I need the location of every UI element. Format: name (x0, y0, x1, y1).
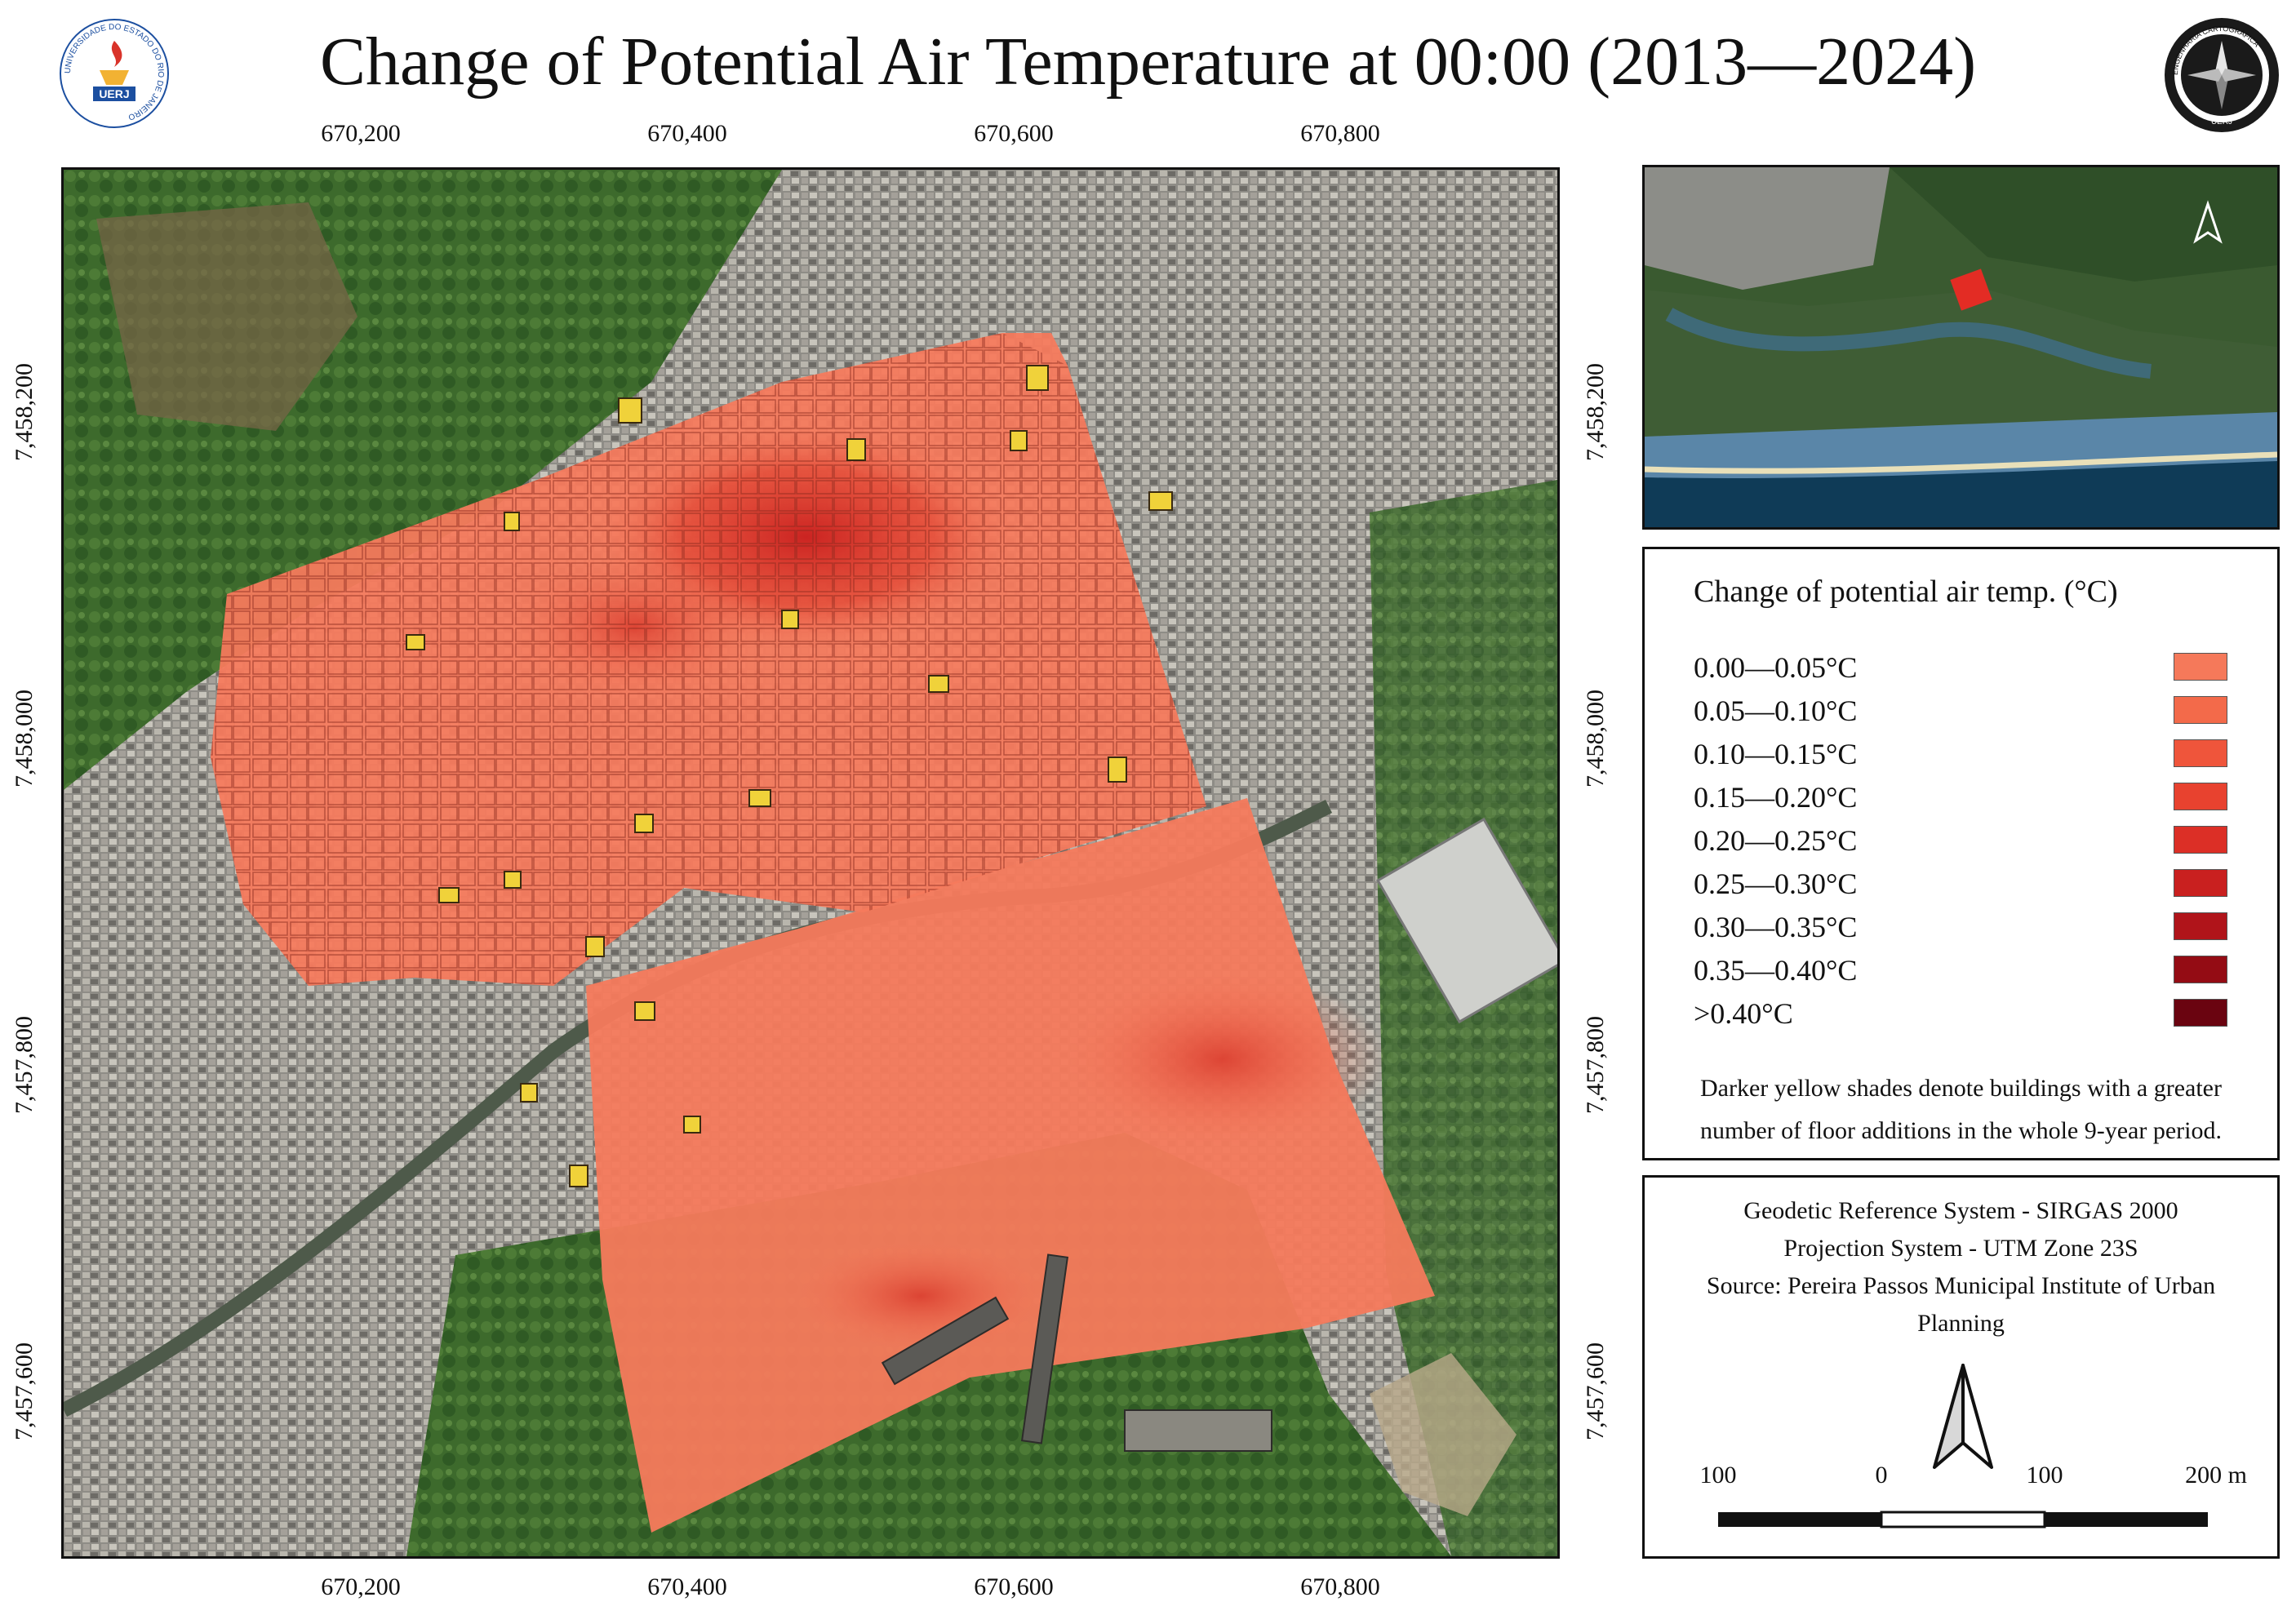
legend-item: 0.10—0.15°C (1694, 736, 2232, 772)
legend-title: Change of potential air temp. (°C) (1694, 575, 2118, 609)
scale-label: 200 m (2185, 1462, 2247, 1489)
map-info-panel: Geodetic Reference System - SIRGAS 2000 … (1642, 1175, 2280, 1559)
legend: Change of potential air temp. (°C) 0.00—… (1642, 547, 2280, 1160)
projection-text: Projection System - UTM Zone 23S (1783, 1235, 2138, 1262)
legend-item: 0.20—0.25°C (1694, 823, 2232, 859)
northing-tick-right: 7,458,000 (1582, 690, 1609, 788)
legend-swatch (2174, 956, 2227, 983)
study-area-marker (1950, 268, 1992, 311)
legend-label: 0.25—0.30°C (1694, 867, 1858, 900)
source-text: Source: Pereira Passos Municipal Institu… (1706, 1272, 2216, 1299)
legend-swatch (2174, 912, 2227, 940)
legend-item: 0.05—0.10°C (1694, 693, 2232, 729)
northing-tick-right: 7,457,800 (1582, 1016, 1609, 1114)
map-title: Change of Potential Air Temperature at 0… (319, 24, 1977, 100)
legend-swatch (2174, 783, 2227, 810)
north-arrow-icon (1933, 1364, 1993, 1469)
legend-swatch (2174, 999, 2227, 1027)
legend-label: 0.15—0.20°C (1694, 781, 1858, 814)
inset-locator-map[interactable] (1642, 165, 2280, 530)
uerj-logo: UNIVERSIDADE DO ESTADO DO RIO DE JANEIRO… (60, 19, 169, 128)
northing-tick-left: 7,458,000 (11, 690, 38, 788)
legend-label: 0.00—0.05°C (1694, 651, 1858, 684)
legend-item: 0.25—0.30°C (1694, 866, 2232, 902)
easting-tick-bottom: 670,400 (647, 1573, 727, 1600)
easting-tick-top: 670,200 (321, 120, 401, 147)
northing-tick-right: 7,457,600 (1582, 1342, 1609, 1440)
scale-bar (1718, 1511, 2208, 1528)
legend-label: 0.10—0.15°C (1694, 738, 1858, 770)
legend-swatch (2174, 739, 2227, 767)
inset-map-canvas (1645, 167, 2277, 527)
main-map-canvas (64, 170, 1557, 1556)
legend-item: >0.40°C (1694, 996, 2232, 1032)
legend-item: 0.15—0.20°C (1694, 779, 2232, 815)
legend-swatch (2174, 696, 2227, 724)
uerj-logo-label: UERJ (99, 87, 129, 100)
legend-label: 0.30—0.35°C (1694, 911, 1858, 943)
northing-tick-left: 7,458,200 (11, 363, 38, 461)
scale-label: 0 (1875, 1462, 1888, 1489)
legend-label: 0.20—0.25°C (1694, 824, 1858, 857)
easting-tick-top: 670,400 (647, 120, 727, 147)
legend-item: 0.00—0.05°C (1694, 650, 2232, 685)
northing-tick-left: 7,457,600 (11, 1342, 38, 1440)
cartographic-engineering-logo: ENGENHARIA CARTOGRÁFICA UERJ (2165, 18, 2279, 132)
legend-item: 0.30—0.35°C (1694, 909, 2232, 945)
legend-swatch (2174, 826, 2227, 854)
scale-label: 100 (2026, 1462, 2063, 1489)
easting-tick-bottom: 670,200 (321, 1573, 401, 1600)
legend-label: >0.40°C (1694, 997, 1793, 1030)
easting-tick-top: 670,600 (974, 120, 1054, 147)
reference-system-text: Geodetic Reference System - SIRGAS 2000 (1743, 1197, 2178, 1224)
legend-item: 0.35—0.40°C (1694, 952, 2232, 988)
legend-label: 0.35—0.40°C (1694, 954, 1858, 987)
easting-tick-bottom: 670,600 (974, 1573, 1054, 1600)
northing-tick-left: 7,457,800 (11, 1016, 38, 1114)
scale-label: 100 (1699, 1462, 1737, 1489)
legend-swatch (2174, 869, 2227, 897)
source-text-continued: Planning (1917, 1310, 2005, 1337)
easting-tick-top: 670,800 (1300, 120, 1380, 147)
eng-logo-label: UERJ (2211, 118, 2232, 126)
main-map[interactable] (61, 167, 1560, 1559)
inset-north-arrow-icon (2193, 200, 2223, 244)
legend-note: Darker yellow shades denote buildings wi… (1700, 1075, 2222, 1144)
northing-tick-right: 7,458,200 (1582, 363, 1609, 461)
legend-label: 0.05—0.10°C (1694, 694, 1858, 727)
easting-tick-bottom: 670,800 (1300, 1573, 1380, 1600)
legend-swatch (2174, 653, 2227, 681)
